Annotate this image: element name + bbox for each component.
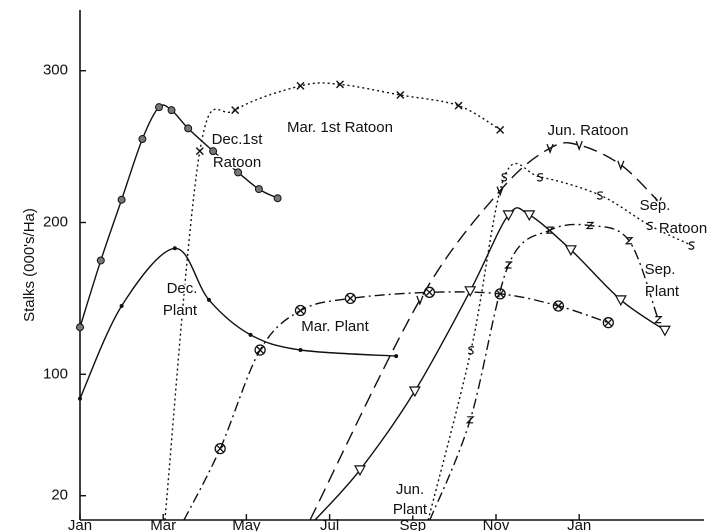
- data-point: [496, 186, 504, 197]
- data-point: [536, 173, 544, 182]
- annotation: Dec.: [167, 280, 198, 297]
- y-axis-label: Stalks (000's/Ha): [21, 208, 38, 322]
- data-point: [296, 81, 305, 90]
- data-point: [546, 143, 554, 154]
- x-tick-label: Mar: [150, 517, 176, 531]
- data-point: [167, 106, 176, 115]
- x-tick-label: Sep: [399, 517, 426, 531]
- annotation: Plant: [163, 302, 198, 319]
- data-point: [496, 125, 505, 134]
- data-point: [172, 246, 177, 251]
- annotation: Ratoon: [213, 154, 261, 171]
- data-point: [646, 221, 654, 231]
- data-point: [654, 197, 662, 208]
- annotation: Jun. Ratoon: [548, 122, 629, 139]
- annotation: Sep.: [640, 197, 671, 214]
- data-point: [575, 140, 583, 151]
- data-point: [494, 288, 506, 300]
- data-point: [552, 300, 565, 312]
- data-point: [234, 168, 243, 177]
- annotation: Jun.: [396, 481, 424, 498]
- data-point: [78, 396, 82, 401]
- series-line: [314, 207, 666, 521]
- series-line: [164, 82, 501, 521]
- x-tick-label: May: [232, 517, 261, 531]
- data-point: [564, 245, 577, 257]
- data-point: [336, 80, 344, 89]
- data-point: [396, 91, 405, 99]
- data-point: [195, 147, 204, 156]
- data-point: [231, 106, 240, 115]
- x-tick-label: Jul: [320, 517, 339, 531]
- series-line: [427, 162, 692, 521]
- data-point: [653, 316, 663, 324]
- data-point: [344, 292, 357, 304]
- y-tick-label: 300: [43, 62, 68, 79]
- data-point: [624, 237, 634, 245]
- data-point: [184, 124, 193, 133]
- y-tick-label: 100: [43, 365, 68, 382]
- data-point: [209, 147, 218, 156]
- data-point: [658, 325, 671, 337]
- annotation: Dec.1st: [212, 131, 264, 148]
- data-point: [273, 194, 282, 203]
- annotation: Plant: [645, 283, 680, 300]
- data-point: [467, 346, 475, 355]
- data-point: [76, 323, 84, 332]
- data-point: [96, 256, 105, 265]
- annotation: Sep.: [645, 261, 676, 278]
- data-point: [206, 297, 211, 302]
- annotation: Ratoon: [659, 220, 707, 237]
- data-point: [454, 101, 463, 110]
- annotation: Plant: [393, 501, 428, 518]
- data-point: [353, 465, 366, 477]
- x-tick-label: Jan: [567, 517, 591, 531]
- x-tick-label: Nov: [483, 517, 510, 531]
- data-point: [523, 210, 536, 222]
- data-point: [214, 443, 226, 455]
- data-point: [617, 160, 625, 171]
- data-point: [298, 348, 303, 352]
- data-point: [602, 317, 614, 329]
- series-line: [309, 142, 659, 521]
- data-point: [294, 304, 307, 317]
- annotation: Mar. 1st Ratoon: [287, 119, 393, 136]
- data-point: [394, 354, 399, 359]
- data-point: [500, 173, 508, 182]
- data-point: [688, 241, 695, 250]
- y-tick-label: 200: [43, 213, 68, 230]
- data-point: [416, 295, 424, 306]
- data-point: [614, 295, 627, 307]
- data-point: [408, 386, 421, 398]
- series-line: [429, 223, 659, 521]
- data-point: [502, 210, 515, 222]
- annotation: Mar. Plant: [301, 318, 369, 335]
- data-point: [465, 416, 475, 424]
- data-point: [248, 332, 253, 337]
- data-point: [155, 103, 164, 112]
- data-point: [117, 195, 126, 204]
- data-point: [254, 185, 263, 194]
- data-point: [254, 344, 266, 356]
- data-point: [545, 226, 555, 234]
- data-point: [504, 261, 513, 269]
- data-point: [119, 303, 124, 308]
- data-point: [585, 221, 595, 230]
- x-tick-label: Jan: [68, 517, 92, 531]
- data-point: [464, 286, 477, 298]
- data-point: [138, 135, 147, 144]
- y-tick-label: 20: [51, 487, 68, 504]
- data-point: [596, 191, 604, 200]
